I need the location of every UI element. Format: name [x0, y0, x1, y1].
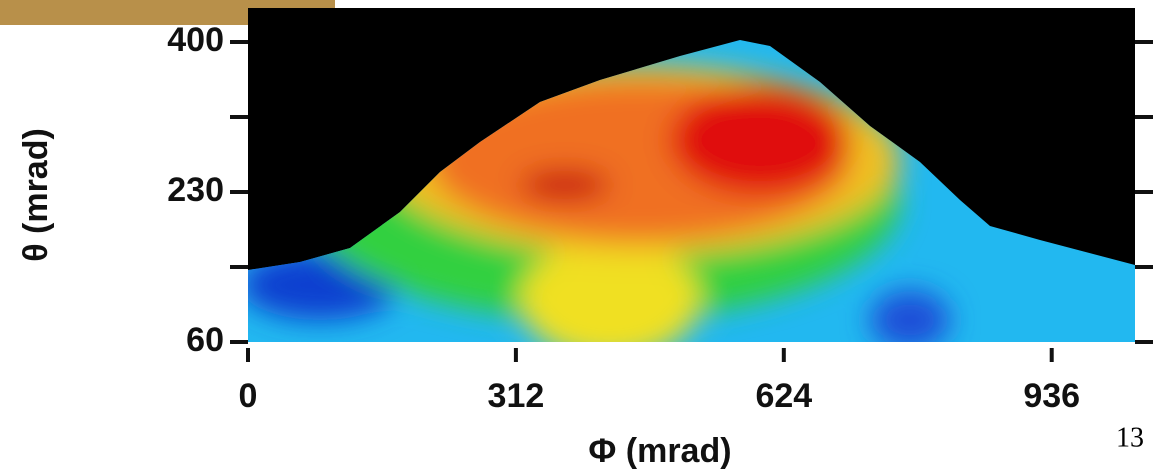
y-axis-label: θ (mrad) [17, 128, 55, 262]
field-blob [870, 290, 950, 342]
x-tick-label: 624 [755, 377, 812, 415]
y-tick-label: 230 [167, 171, 224, 209]
field-blob [520, 240, 700, 342]
x-axis-label: Φ (mrad) [588, 432, 731, 470]
x-tick-label: 312 [488, 377, 545, 415]
field-blob [520, 170, 610, 200]
x-tick-label: 0 [239, 377, 258, 415]
field-blob [670, 85, 850, 195]
y-tick-label: 60 [186, 321, 224, 359]
page-number: 13 [1116, 422, 1144, 453]
x-tick-label: 936 [1023, 377, 1080, 415]
y-tick-label: 400 [167, 21, 224, 59]
